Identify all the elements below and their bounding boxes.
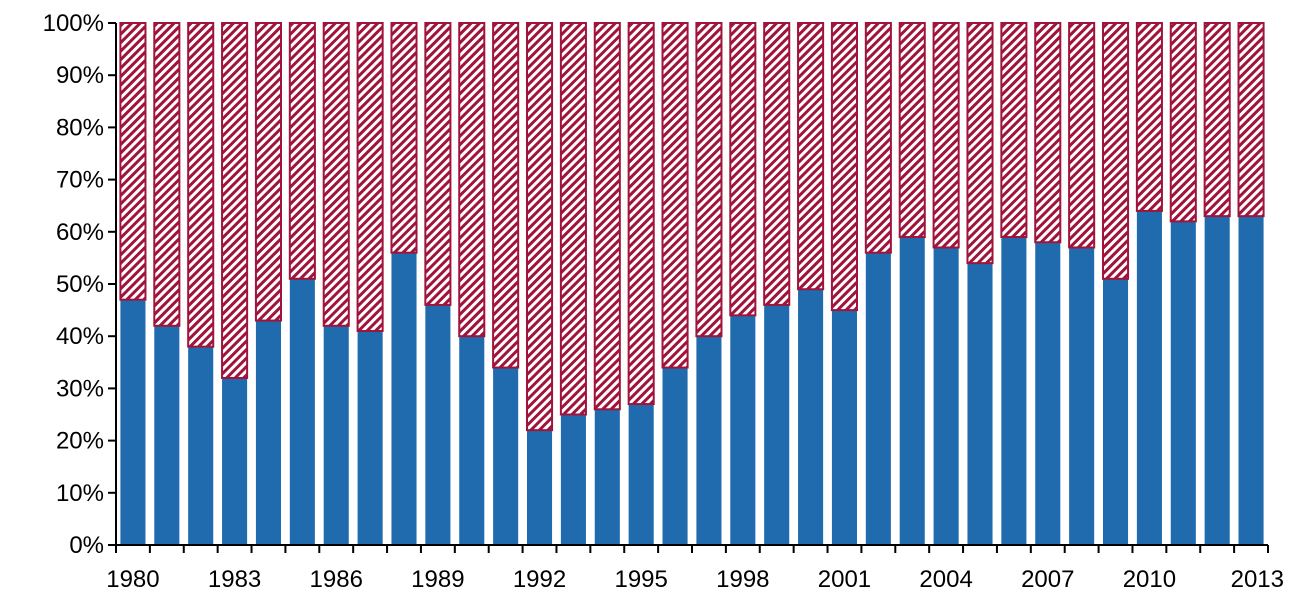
bar-1982-series-2 [187, 22, 215, 348]
bar-1985-series-1 [289, 278, 315, 545]
y-tick-label: 10% [56, 480, 104, 507]
x-tick-label: 1995 [614, 566, 667, 592]
bar-1983-series-2 [221, 22, 249, 379]
bar-1981-series-1 [154, 325, 180, 545]
bar-2006-series-1 [1001, 237, 1027, 545]
y-tick-label: 100% [43, 10, 104, 37]
bar-1991-series-2 [492, 22, 520, 369]
y-tick-label: 80% [56, 114, 104, 141]
bar-2004-series-2 [932, 22, 960, 249]
bar-1984-series-1 [255, 320, 281, 545]
bar-2000-series-1 [798, 289, 824, 545]
x-tick-label: 1986 [310, 566, 363, 592]
bar-2001-series-1 [831, 310, 857, 545]
bar-2002-series-2 [864, 22, 892, 254]
bar-1992-series-1 [526, 430, 553, 545]
bar-2007-series-1 [1035, 242, 1061, 546]
bar-1996-series-1 [662, 367, 688, 545]
bar-1988-series-1 [391, 252, 417, 545]
bar-1989-series-2 [424, 22, 452, 306]
y-tick-label: 50% [56, 271, 104, 298]
bar-2005-series-2 [966, 22, 994, 265]
bar-1999-series-2 [763, 22, 791, 306]
bar-1981-series-2 [153, 22, 181, 327]
bar-1980-series-2 [119, 22, 147, 301]
y-tick-label: 20% [56, 428, 104, 455]
bar-2011-series-1 [1170, 221, 1196, 546]
bar-1980-series-1 [120, 299, 146, 545]
y-tick-label: 0% [69, 532, 104, 559]
x-tick-label: 2013 [1231, 566, 1284, 592]
bar-1989-series-1 [425, 304, 451, 545]
bar-1997-series-2 [695, 22, 723, 338]
x-tick-label: 2004 [919, 566, 972, 592]
bar-2008-series-1 [1069, 247, 1095, 545]
bar-1985-series-2 [288, 22, 316, 280]
bar-2002-series-1 [865, 252, 891, 545]
bar-2012-series-1 [1204, 216, 1230, 545]
bar-2009-series-2 [1101, 22, 1130, 280]
x-tick-label: 1992 [513, 566, 566, 592]
bar-1992-series-2 [525, 22, 554, 432]
x-tick-label: 1983 [208, 566, 261, 592]
x-tick-label: 1980 [106, 566, 159, 592]
x-tick-label: 1998 [716, 566, 769, 592]
bar-1994-series-2 [593, 22, 621, 411]
bar-1986-series-1 [323, 325, 349, 545]
bar-1995-series-2 [627, 22, 655, 406]
bar-2013-series-2 [1237, 22, 1265, 218]
bar-1982-series-1 [188, 346, 214, 545]
bar-1996-series-2 [661, 22, 689, 369]
bar-1991-series-1 [493, 367, 519, 545]
bar-1998-series-2 [729, 22, 757, 317]
bar-2010-series-2 [1135, 22, 1163, 212]
bar-1993-series-1 [560, 414, 586, 545]
bar-1990-series-1 [459, 336, 485, 545]
bar-1995-series-1 [628, 404, 654, 545]
bar-2005-series-1 [967, 263, 993, 545]
bar-2003-series-2 [898, 22, 926, 239]
bar-2000-series-2 [797, 22, 825, 291]
y-tick-label: 30% [56, 375, 104, 402]
bar-2004-series-1 [933, 247, 959, 545]
bar-2012-series-2 [1203, 22, 1231, 218]
x-tick-label: 2001 [818, 566, 871, 592]
bar-1997-series-1 [696, 336, 722, 545]
bar-2006-series-2 [1000, 22, 1028, 239]
bar-2010-series-1 [1136, 210, 1162, 546]
y-tick-label: 90% [56, 62, 104, 89]
bar-1983-series-1 [222, 377, 248, 545]
bar-1987-series-2 [356, 22, 384, 332]
bar-1993-series-2 [559, 22, 587, 416]
bar-1998-series-1 [730, 315, 756, 545]
bar-2003-series-1 [899, 237, 925, 545]
bar-1999-series-1 [764, 304, 790, 545]
bar-2008-series-2 [1068, 22, 1096, 249]
axes: 0% 10% 20% 30% 40% 50% 60% 70% 80% 90% 100% 1980 198… [43, 10, 1284, 592]
x-tick-label: 2010 [1123, 566, 1176, 592]
plot-area [119, 22, 1265, 546]
bar-1987-series-1 [357, 330, 383, 545]
bar-2001-series-2 [830, 22, 858, 312]
bar-1994-series-1 [594, 409, 620, 545]
bar-1988-series-2 [390, 22, 418, 254]
bar-2007-series-2 [1034, 22, 1062, 244]
bar-1990-series-2 [458, 22, 486, 338]
y-tick-label: 60% [56, 219, 104, 246]
x-tick-label: 1989 [411, 566, 464, 592]
bar-2011-series-2 [1169, 22, 1197, 223]
x-tick-label: 2007 [1021, 566, 1074, 592]
bar-2013-series-1 [1238, 216, 1264, 545]
bar-2009-series-1 [1102, 278, 1129, 545]
y-tick-label: 70% [56, 167, 104, 194]
y-tick-label: 40% [56, 323, 104, 350]
bar-1986-series-2 [322, 22, 350, 327]
bar-1984-series-2 [254, 22, 282, 322]
